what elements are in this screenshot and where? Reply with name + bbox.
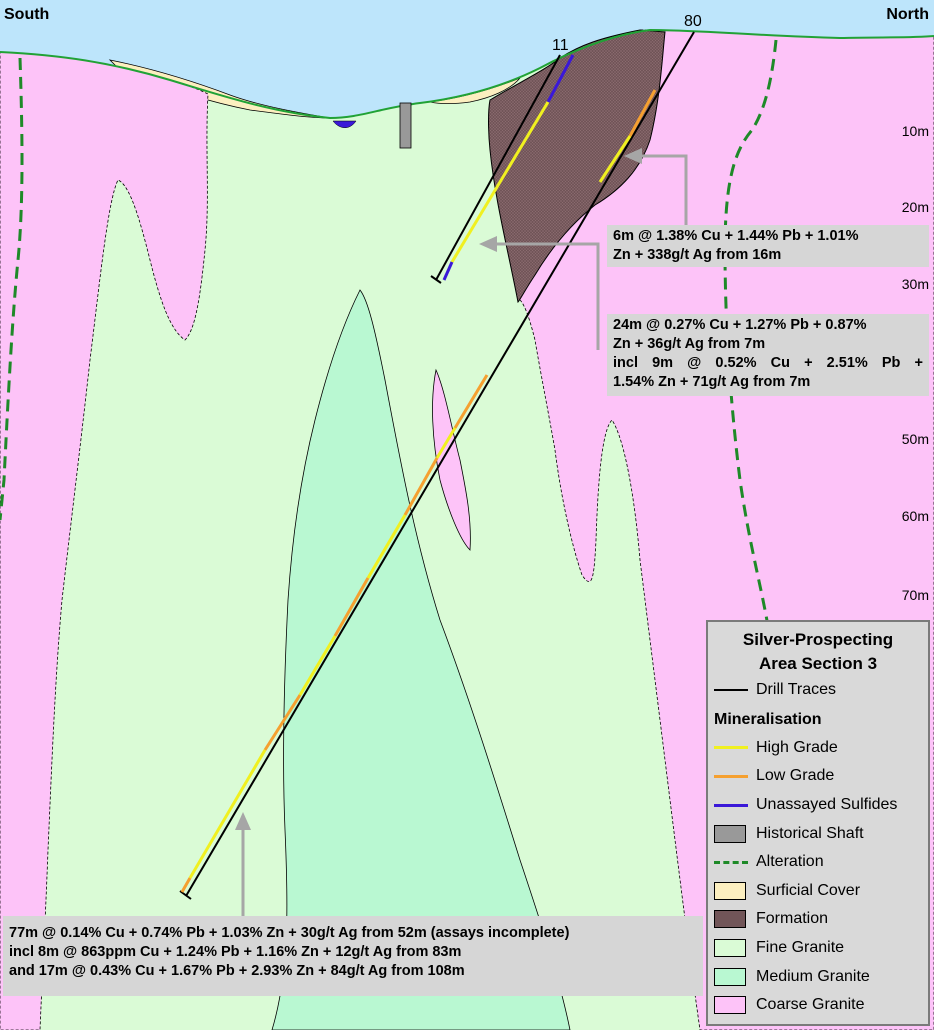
alteration-swatch [714,852,750,872]
legend-label-fine-granite: Fine Granite [756,939,845,957]
alteration-line-right [723,39,778,661]
drill-80-high-grade-a [435,427,457,459]
drill-trace-11-end [430,275,442,284]
drill-80-low-grade-b [403,457,439,516]
legend-row-high-grade: High Grade [708,734,928,763]
intercept-callout-1-line-2: Zn + 338g/t Ag from 16m [613,247,782,263]
depth-label-60m: 60m [902,508,929,524]
legend-row-alteration: Alteration [708,848,928,877]
legend-label-drill-traces: Drill Traces [756,681,837,699]
surface-sulfides [332,120,357,128]
historical-shaft [399,102,412,149]
drill-80-low-grade-upper [628,89,657,137]
intercept-callout-2-line-4: 1.54% Zn + 71g/t Ag from 7m [613,374,811,390]
intercept-callout-2-line-2: Zn + 36g/t Ag from 7m [613,336,766,352]
drill-80-low-grade-a [453,374,489,429]
drill-80-high-grade-upper [598,135,632,183]
legend-row-drill-traces: Drill Traces [708,676,928,705]
legend-title-line-2: Area Section 3 [758,654,878,673]
intercept-callout-3-line-2: incl 8m @ 863ppm Cu + 1.24% Pb + 1.16% Z… [9,944,462,960]
alteration-line-left [0,57,24,521]
legend-heading-mineralisation: Mineralisation [714,710,822,728]
depth-label-70m: 70m [902,587,929,603]
depth-label-20m: 20m [902,199,929,215]
legend-items: High Grade Low Grade Unassayed Sulfides His… [708,734,928,1020]
drill-80-high-grade-d [188,749,267,879]
legend-row-medium-granite: Medium Granite [708,962,928,991]
drill-80-high-grade-c [298,635,337,696]
unassayed-sulfides-swatch [714,795,750,815]
south-label: South [4,6,49,23]
legend-row-low-grade: Low Grade [708,762,928,791]
coarse-granite-swatch [714,995,750,1015]
legend-row-surficial-cover: Surficial Cover [708,877,928,906]
legend-row-historical-shaft: Historical Shaft [708,819,928,848]
medium-granite-swatch [714,967,750,987]
intercept-callout-2: 24m @ 0.27% Cu + 1.27% Pb + 0.87% Zn + 3… [607,314,929,396]
formation-swatch [714,909,750,929]
fine-granite-swatch [714,938,750,958]
ground-surface [0,28,934,120]
drill-trace-swatch [714,680,750,700]
callout-pointer-1-head [624,148,642,164]
intercept-callout-3: 77m @ 0.14% Cu + 0.74% Pb + 1.03% Zn + 3… [3,916,703,996]
drill-80-low-grade-e [180,877,192,893]
north-label: North [886,6,929,23]
drill-trace-80 [185,31,695,897]
legend-label-formation: Formation [756,910,829,928]
medium-granite-unit [271,289,571,1030]
legend-label-medium-granite: Medium Granite [756,967,870,985]
callout-pointer-2 [496,242,600,350]
legend-label-alteration: Alteration [756,853,824,871]
legend-label-coarse-granite: Coarse Granite [756,996,865,1014]
intercept-callout-2-line-1: 24m @ 0.27% Cu + 1.27% Pb + 0.87% [613,317,867,333]
drill-trace-11 [435,54,561,281]
surficial-cover-swatch [714,881,750,901]
formation-unit [488,29,666,304]
intercept-callout-3-line-1: 77m @ 0.14% Cu + 0.74% Pb + 1.03% Zn + 3… [9,925,570,941]
low-grade-swatch [714,766,750,786]
depth-label-50m: 50m [902,431,929,447]
legend-label-historical-shaft: Historical Shaft [756,824,864,842]
legend-title-line-1: Silver-Prospecting [742,630,894,649]
legend-label-high-grade: High Grade [756,738,838,756]
legend-row-formation: Formation [708,905,928,934]
drill-trace-80-end [179,890,192,900]
legend-row-unassayed-sulfides: Unassayed Sulfides [708,791,928,820]
drill-11-high-grade [450,101,550,263]
depth-label-30m: 30m [902,276,929,292]
legend-title: Silver-Prospecting Area Section 3 [708,628,928,676]
depth-label-10m: 10m [902,123,929,139]
drill-80-low-grade-c [333,577,370,637]
drill-hole-label-11: 11 [552,37,569,54]
callout-pointer-3-head [235,812,251,830]
drill-80-low-grade-d [263,694,302,751]
intercept-callout-1: 6m @ 1.38% Cu + 1.44% Pb + 1.01% Zn + 33… [607,225,929,267]
legend-row-coarse-granite: Coarse Granite [708,991,928,1020]
intercept-callout-3-line-3: and 17m @ 0.43% Cu + 1.67% Pb + 2.93% Zn… [9,963,465,979]
legend: Silver-Prospecting Area Section 3 Drill … [706,620,930,1026]
callout-pointer-1 [640,154,688,225]
legend-row-fine-granite: Fine Granite [708,934,928,963]
legend-label-unassayed-sulfides: Unassayed Sulfides [756,796,898,814]
callout-pointer-2-head [479,236,497,252]
high-grade-swatch [714,738,750,758]
drill-11-unassayed-upper [546,54,575,103]
legend-label-low-grade: Low Grade [756,767,835,785]
coarse-granite-left [0,51,209,1030]
drill-hole-label-80: 80 [684,13,702,30]
intercept-callout-1-line-1: 6m @ 1.38% Cu + 1.44% Pb + 1.01% [613,228,859,244]
intercept-callout-2-line-3: incl 9m @ 0.52% Cu + 2.51% Pb + [613,355,923,371]
historical-shaft-swatch [714,824,750,844]
legend-label-surficial-cover: Surficial Cover [756,881,861,899]
drill-11-unassayed-lower [442,261,454,281]
drill-80-high-grade-b [366,514,407,579]
